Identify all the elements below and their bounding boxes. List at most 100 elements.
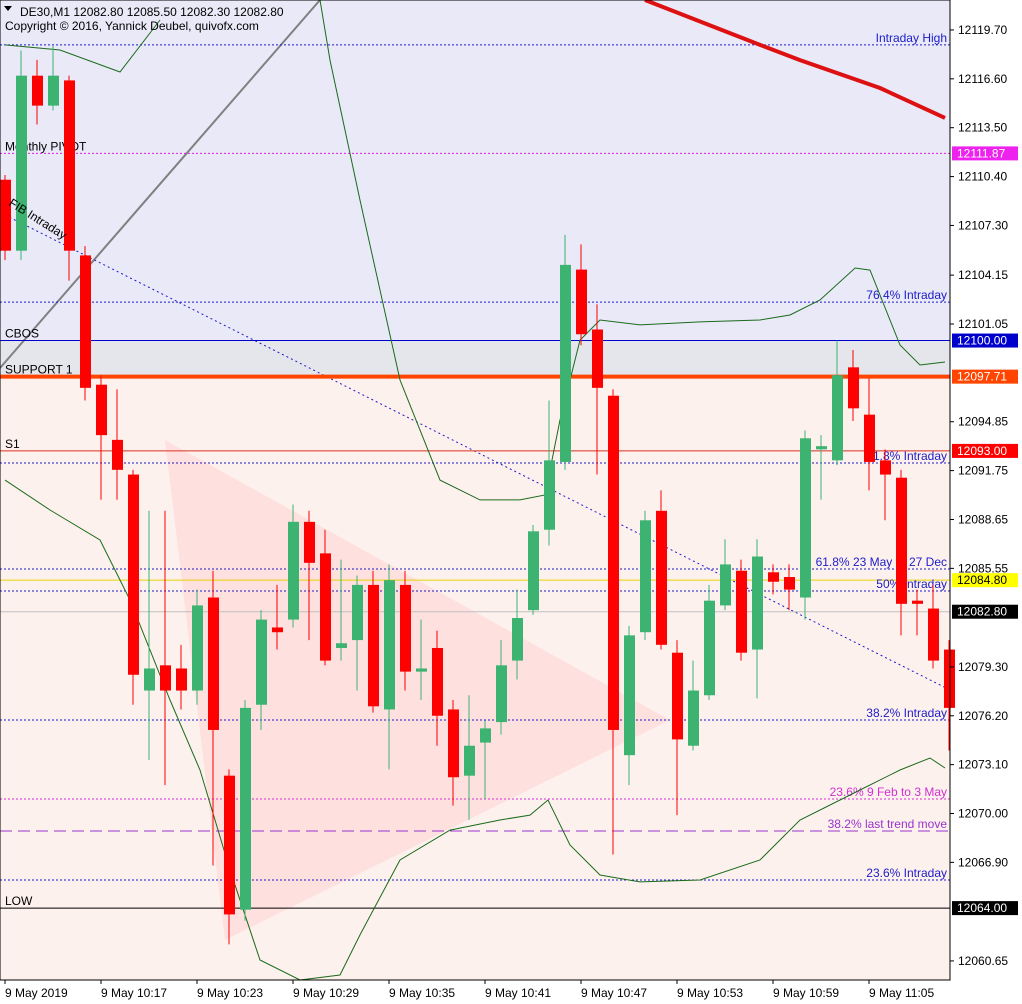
level-label: 61.8% Intraday	[866, 449, 947, 463]
price-box-label: 12093.00	[957, 444, 1007, 458]
candle-body	[688, 690, 699, 746]
candle-body	[384, 580, 395, 710]
candle-body	[96, 384, 107, 436]
level-label: LOW	[5, 894, 33, 908]
y-tick-label: 12107.30	[958, 218, 1008, 232]
level-label: 61.8% 23 May to 27 Dec	[816, 555, 947, 569]
price-box	[952, 333, 1018, 348]
candle-body	[480, 728, 491, 743]
candle-body	[736, 570, 747, 653]
candle-body	[192, 605, 203, 691]
candle-body	[560, 264, 571, 462]
candle-body	[112, 439, 123, 470]
price-box-label: 12100.00	[957, 334, 1007, 348]
x-tick-label: 9 May 10:35	[389, 986, 455, 1000]
y-tick-label: 12076.20	[958, 709, 1008, 723]
price-box	[952, 146, 1018, 161]
candle-body	[368, 584, 379, 707]
price-box	[952, 443, 1018, 458]
candle-body	[592, 329, 603, 388]
candle-body	[336, 643, 347, 648]
x-tick-label: 9 May 10:53	[677, 986, 743, 1000]
level-label: Intraday High	[876, 31, 947, 45]
candle-body	[48, 75, 59, 106]
x-tick-label: 9 May 10:17	[101, 986, 167, 1000]
candle-body	[224, 775, 235, 915]
y-tick-label: 12066.90	[958, 855, 1008, 869]
y-tick-label: 12091.75	[958, 464, 1008, 478]
candle-body	[528, 531, 539, 611]
y-tick-label: 12116.60	[958, 72, 1007, 86]
price-box-label: 12082.80	[957, 605, 1007, 619]
y-tick-label: 12119.70	[958, 23, 1007, 37]
overlays	[4, 0, 946, 981]
candle-body	[288, 521, 299, 620]
plot-frame	[0, 0, 951, 981]
trend-line	[0, 0, 321, 369]
candle-body	[160, 665, 171, 691]
candle-body	[416, 668, 427, 672]
candle-body	[496, 665, 507, 723]
y-tick-label: 12073.10	[958, 758, 1008, 772]
y-tick-label: 12104.15	[958, 268, 1008, 282]
axes: 12111.87 12100.00 12097.71 12093.00 12084.80…	[4, 23, 1018, 1000]
menu-arrow	[4, 6, 12, 11]
y-tick-label: 12060.65	[958, 954, 1008, 968]
candle-body	[432, 647, 443, 716]
x-tick-label: 9 May 2019	[5, 986, 68, 1000]
fib-line	[4, 214, 951, 691]
x-tick-label: 9 May 11:05	[869, 986, 934, 1000]
price-box-label: 12084.80	[957, 573, 1007, 587]
header: DE30,M1 12082.80 12085.50 12082.30 12082…	[20, 5, 284, 19]
candle-body	[784, 577, 795, 590]
candle-body	[656, 510, 667, 645]
candle-body	[576, 269, 587, 335]
candle-body	[880, 460, 891, 475]
y-tick-label: 12094.85	[958, 415, 1008, 429]
y-tick-label: 12110.40	[958, 170, 1007, 184]
candle-body	[176, 668, 187, 691]
price-box-label: 12097.71	[957, 370, 1007, 384]
candle-body	[816, 446, 827, 450]
level-label: SUPPORT 1	[5, 363, 73, 377]
candle-body	[16, 75, 27, 251]
indicator-line	[4, 479, 946, 981]
candle-body	[608, 395, 619, 730]
level-label: 38.2% last trend move	[828, 817, 948, 831]
price-box	[952, 901, 1018, 916]
candle-body	[720, 564, 731, 606]
price-box	[952, 604, 1018, 619]
candle-body	[544, 460, 555, 530]
y-tick-label: 12085.55	[958, 561, 1008, 575]
candle-body	[832, 375, 843, 461]
candle-body	[64, 80, 75, 251]
candle-body	[352, 584, 363, 641]
price-box-label: 12111.87	[957, 146, 1006, 160]
level-label: S1	[5, 437, 20, 451]
candle-body	[928, 608, 939, 661]
candle-body	[752, 556, 763, 650]
y-tick-label: 12101.05	[958, 317, 1008, 331]
indicator-line	[4, 0, 946, 501]
y-tick-label: 12088.65	[958, 512, 1008, 526]
candle-body	[800, 438, 811, 598]
candle-body	[0, 179, 11, 251]
candle-body	[848, 367, 859, 409]
x-tick-label: 9 May 10:41	[485, 986, 551, 1000]
candle-body	[320, 553, 331, 661]
candle-body	[80, 255, 91, 388]
candle-body	[144, 668, 155, 691]
candle-body	[464, 745, 475, 776]
candle-body	[208, 597, 219, 730]
candle-body	[400, 584, 411, 672]
level-label: 23.6% 9 Feb to 3 May	[830, 785, 947, 799]
x-tick-label: 9 May 10:23	[197, 986, 263, 1000]
zone	[0, 0, 950, 341]
candle-body	[272, 627, 283, 633]
level-label: 50% Intraday	[876, 577, 947, 591]
candle-body	[304, 521, 315, 563]
x-tick-label: 9 May 10:29	[293, 986, 359, 1000]
level-label: CBOS	[5, 327, 39, 341]
level-label: 76.4% Intraday	[866, 288, 947, 302]
